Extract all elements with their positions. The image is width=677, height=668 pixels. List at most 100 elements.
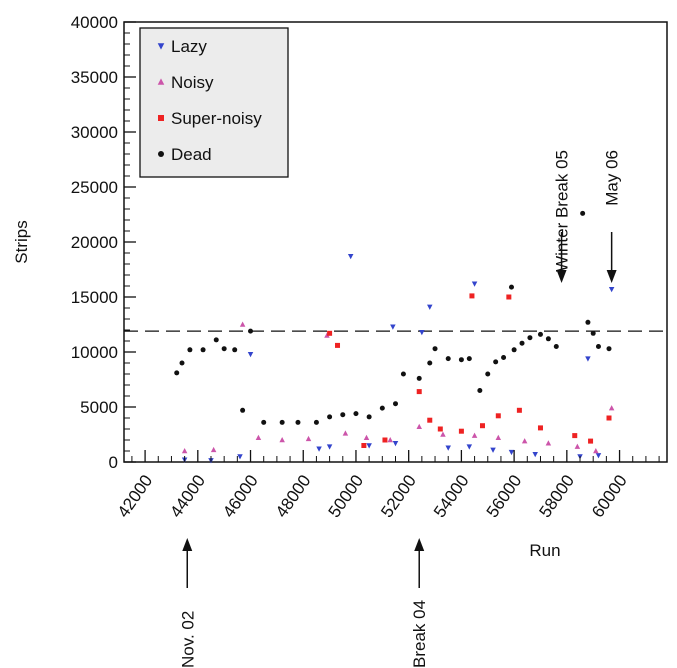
x-tick-label: 56000 xyxy=(483,471,526,521)
data-point xyxy=(416,375,422,381)
annotation-may-06: May 06 xyxy=(603,150,622,283)
data-point xyxy=(527,335,533,341)
data-point xyxy=(392,441,399,447)
legend-marker xyxy=(157,43,165,50)
arrow-head xyxy=(182,538,193,551)
data-point xyxy=(585,356,591,362)
data-point xyxy=(493,359,499,365)
data-point xyxy=(606,346,612,352)
data-point xyxy=(490,447,496,453)
data-point xyxy=(382,437,388,443)
data-point xyxy=(466,356,472,362)
data-point xyxy=(327,330,333,336)
x-tick-label: 58000 xyxy=(535,471,578,521)
legend-box xyxy=(139,27,289,178)
data-point xyxy=(353,411,359,417)
data-point xyxy=(479,423,485,429)
x-tick-label: 48000 xyxy=(272,471,315,521)
legend-label: Noisy xyxy=(171,73,214,92)
data-point xyxy=(532,452,538,458)
data-point xyxy=(608,287,615,293)
arrow-head xyxy=(556,270,567,283)
arrow-head xyxy=(414,538,425,551)
y-axis: 0 5000 10000 15000 20000 25000 30000 35000 40000 xyxy=(71,13,136,472)
data-point xyxy=(595,344,601,349)
series-lazy xyxy=(181,254,615,464)
y-tick-label: 35000 xyxy=(71,68,118,87)
data-point xyxy=(427,304,433,310)
data-point xyxy=(324,332,330,338)
data-point xyxy=(416,423,422,430)
data-point xyxy=(400,371,406,377)
data-point xyxy=(606,415,612,421)
data-point xyxy=(545,336,551,342)
data-point xyxy=(521,438,528,444)
data-point xyxy=(326,444,333,450)
data-point xyxy=(588,438,594,444)
data-point xyxy=(545,440,552,446)
data-point xyxy=(335,342,341,348)
series-noisy xyxy=(181,321,615,454)
y-tick-label: 10000 xyxy=(71,343,118,362)
data-point xyxy=(432,346,438,352)
data-point xyxy=(210,446,217,453)
arrow-head xyxy=(606,270,617,283)
y-axis-label: Strips xyxy=(12,220,31,263)
data-point xyxy=(305,435,312,442)
x-tick-label: 42000 xyxy=(114,471,157,521)
data-point xyxy=(279,419,285,425)
data-point xyxy=(506,294,512,300)
data-point xyxy=(537,331,543,337)
data-point xyxy=(471,281,478,287)
data-point xyxy=(327,414,333,420)
data-point xyxy=(495,413,501,419)
data-point xyxy=(508,284,514,290)
data-point xyxy=(419,329,425,336)
data-point xyxy=(247,351,254,358)
x-tick-label: 60000 xyxy=(588,471,631,521)
data-point xyxy=(585,319,591,325)
data-point xyxy=(255,434,262,441)
data-point xyxy=(440,431,446,437)
legend-label: Super-noisy xyxy=(171,109,262,128)
data-point xyxy=(458,357,464,363)
x-axis-label: Run xyxy=(529,541,560,560)
data-point xyxy=(240,407,246,413)
x-tick-label: 44000 xyxy=(166,471,209,521)
legend-label: Dead xyxy=(171,145,212,164)
data-point xyxy=(608,405,615,411)
annotation-label: May 06 xyxy=(603,150,622,206)
data-point xyxy=(379,405,385,411)
data-points xyxy=(174,210,615,464)
data-point xyxy=(485,371,491,377)
y-tick-label: 40000 xyxy=(71,13,118,32)
data-point xyxy=(477,388,483,393)
annotation-break-04: Break 04 xyxy=(410,538,429,668)
data-point xyxy=(363,434,370,441)
data-point xyxy=(261,419,267,425)
y-tick-label: 5000 xyxy=(80,398,118,417)
x-tick-label: 52000 xyxy=(377,471,420,521)
data-point xyxy=(537,425,543,431)
data-point xyxy=(342,430,349,436)
data-point xyxy=(279,437,285,443)
data-point xyxy=(445,445,451,451)
data-point xyxy=(361,443,367,448)
annotation-nov-02: Nov. 02 xyxy=(178,538,197,668)
data-point xyxy=(593,448,599,454)
data-point xyxy=(580,210,586,216)
y-tick-label: 0 xyxy=(109,453,118,472)
y-tick-label: 30000 xyxy=(71,123,118,142)
data-point xyxy=(553,344,559,349)
legend: Lazy Noisy Super-noisy Dead xyxy=(139,27,289,178)
data-point xyxy=(366,443,372,449)
data-point xyxy=(366,414,372,420)
data-point xyxy=(340,412,346,418)
legend-marker xyxy=(158,151,164,157)
data-point xyxy=(519,340,525,346)
data-point xyxy=(508,449,515,456)
data-point xyxy=(179,360,185,366)
data-point xyxy=(572,433,578,439)
data-point xyxy=(501,355,507,360)
